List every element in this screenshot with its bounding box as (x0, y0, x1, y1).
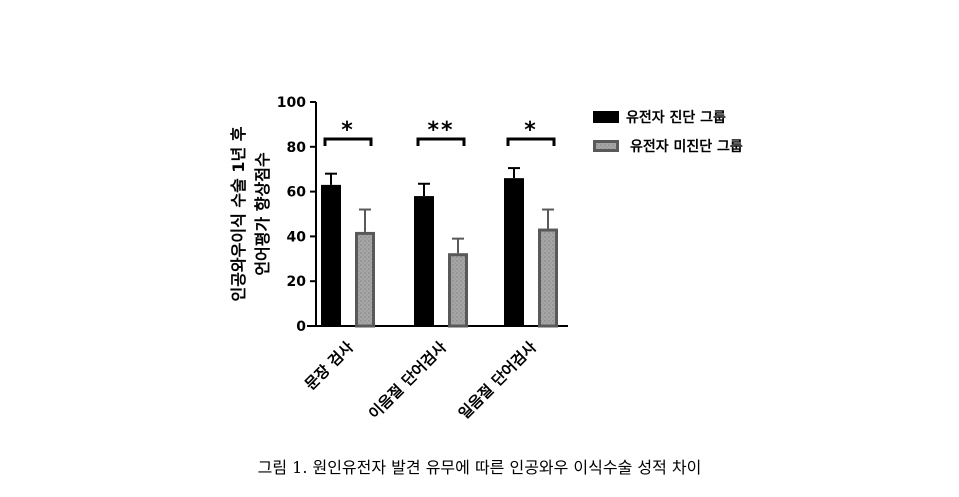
bar-undiagnosed (538, 228, 558, 328)
y-tick-label: 60 (287, 185, 307, 201)
y-tick-label: 100 (277, 95, 306, 111)
x-tick-label: 이음절 단어검사 (365, 338, 450, 423)
significance-marker: * (524, 118, 538, 143)
x-tick-label: 일음절 단어검사 (455, 338, 540, 423)
y-tick-label: 80 (287, 140, 307, 156)
y-axis-label: 언어평가 향상점수 (253, 152, 272, 276)
bar-diagnosed (414, 196, 434, 326)
y-axis-label: 인공와우이식 수술 1년 후 (229, 126, 248, 301)
x-tick-label: 문장 검사 (301, 338, 357, 394)
figure-caption: 그림 1. 원인유전자 발견 유무에 따른 인공와우 이식수술 성적 차이 (257, 458, 702, 477)
bar-undiagnosed (448, 253, 468, 328)
legend-label: 유전자 진단 그룹 (626, 109, 726, 126)
bar-diagnosed (504, 178, 524, 326)
y-tick-label: 20 (287, 274, 307, 290)
legend-label: 유전자 미진단 그룹 (630, 138, 743, 155)
legend-swatch (593, 140, 619, 152)
significance-bracket (416, 137, 466, 146)
significance-bracket (506, 137, 556, 146)
significance-bracket (323, 137, 373, 146)
legend-swatch (593, 111, 619, 123)
significance-marker: ** (427, 118, 454, 143)
bar-undiagnosed (355, 231, 375, 328)
significance-marker: * (341, 118, 355, 143)
bar-diagnosed (321, 184, 341, 326)
y-tick-label: 40 (287, 229, 307, 245)
y-tick-label: 0 (296, 319, 306, 335)
